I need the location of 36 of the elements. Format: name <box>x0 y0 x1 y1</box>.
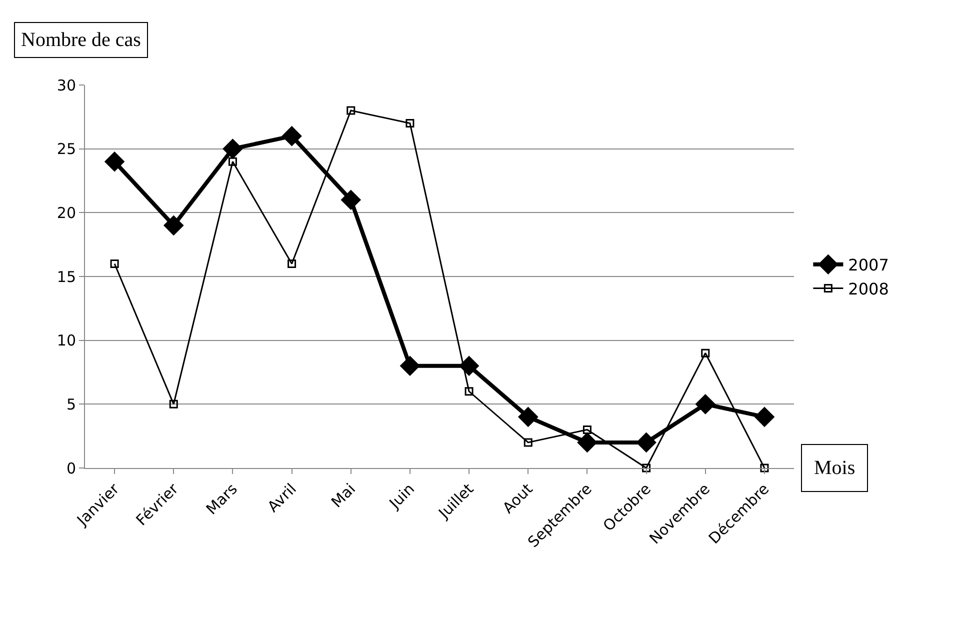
y-tick-label: 5 <box>66 395 76 414</box>
point <box>228 157 237 166</box>
point <box>346 106 356 115</box>
point <box>169 400 178 408</box>
point <box>582 425 592 434</box>
point <box>754 407 774 427</box>
x-tick-label: Mai <box>328 480 360 512</box>
point <box>524 438 532 447</box>
point <box>459 356 479 376</box>
point <box>577 432 598 452</box>
point <box>222 138 243 159</box>
point <box>282 126 302 146</box>
point <box>164 216 184 236</box>
legend-label: 2008 <box>848 279 889 298</box>
point <box>760 464 769 472</box>
point <box>696 394 716 414</box>
y-tick-label: 15 <box>56 268 76 286</box>
point <box>518 407 538 427</box>
point <box>636 432 656 452</box>
point <box>110 259 119 268</box>
y-axis-title: Nombre de cas <box>21 29 142 51</box>
y-tick-label: 25 <box>56 140 76 158</box>
point <box>406 119 414 128</box>
point <box>341 190 361 210</box>
point <box>104 152 124 172</box>
point <box>400 356 420 376</box>
y-tick-label: 0 <box>66 459 76 478</box>
x-axis-title: Mois <box>814 457 856 479</box>
y-tick-label: 20 <box>56 204 76 222</box>
point <box>464 387 474 396</box>
point <box>701 348 710 358</box>
point <box>288 259 296 268</box>
legend-label: 2007 <box>848 256 889 275</box>
y-tick-label: 30 <box>56 76 76 94</box>
point <box>642 464 651 472</box>
y-tick-label: 10 <box>56 332 76 350</box>
